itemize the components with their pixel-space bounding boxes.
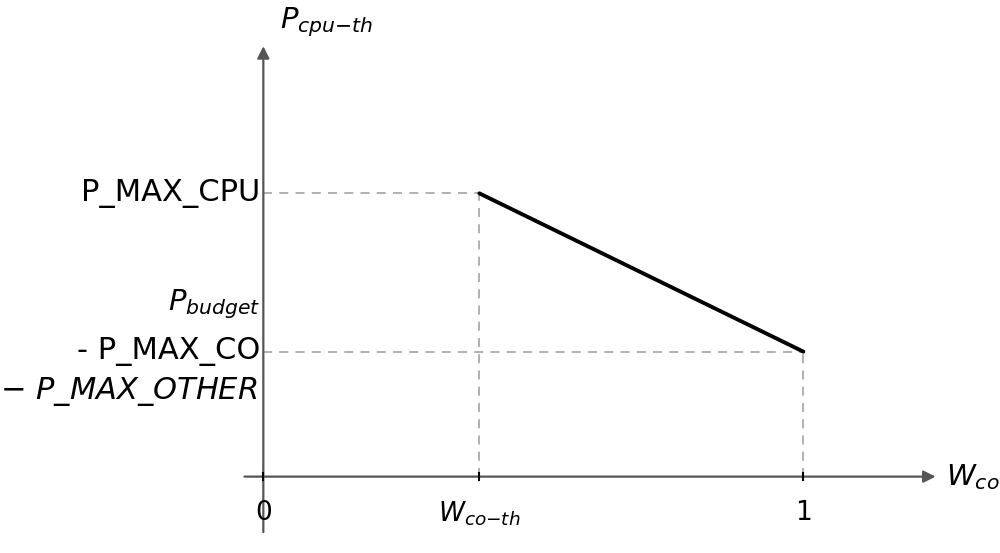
Text: $-\ P\_MAX\_OTHER$: $-\ P\_MAX\_OTHER$	[0, 375, 258, 408]
Text: $W_{co\mathrm{-}th}$: $W_{co\mathrm{-}th}$	[438, 499, 521, 528]
Text: $P_{budget}$: $P_{budget}$	[168, 287, 261, 321]
Text: $W_{co}$: $W_{co}$	[946, 462, 1000, 492]
Text: $P_{cpu\mathrm{-}th}$: $P_{cpu\mathrm{-}th}$	[280, 6, 373, 39]
Text: - P_MAX_CO: - P_MAX_CO	[77, 337, 261, 366]
Text: P_MAX_CPU: P_MAX_CPU	[81, 179, 261, 208]
Text: 0: 0	[255, 499, 272, 525]
Text: 1: 1	[795, 499, 812, 525]
